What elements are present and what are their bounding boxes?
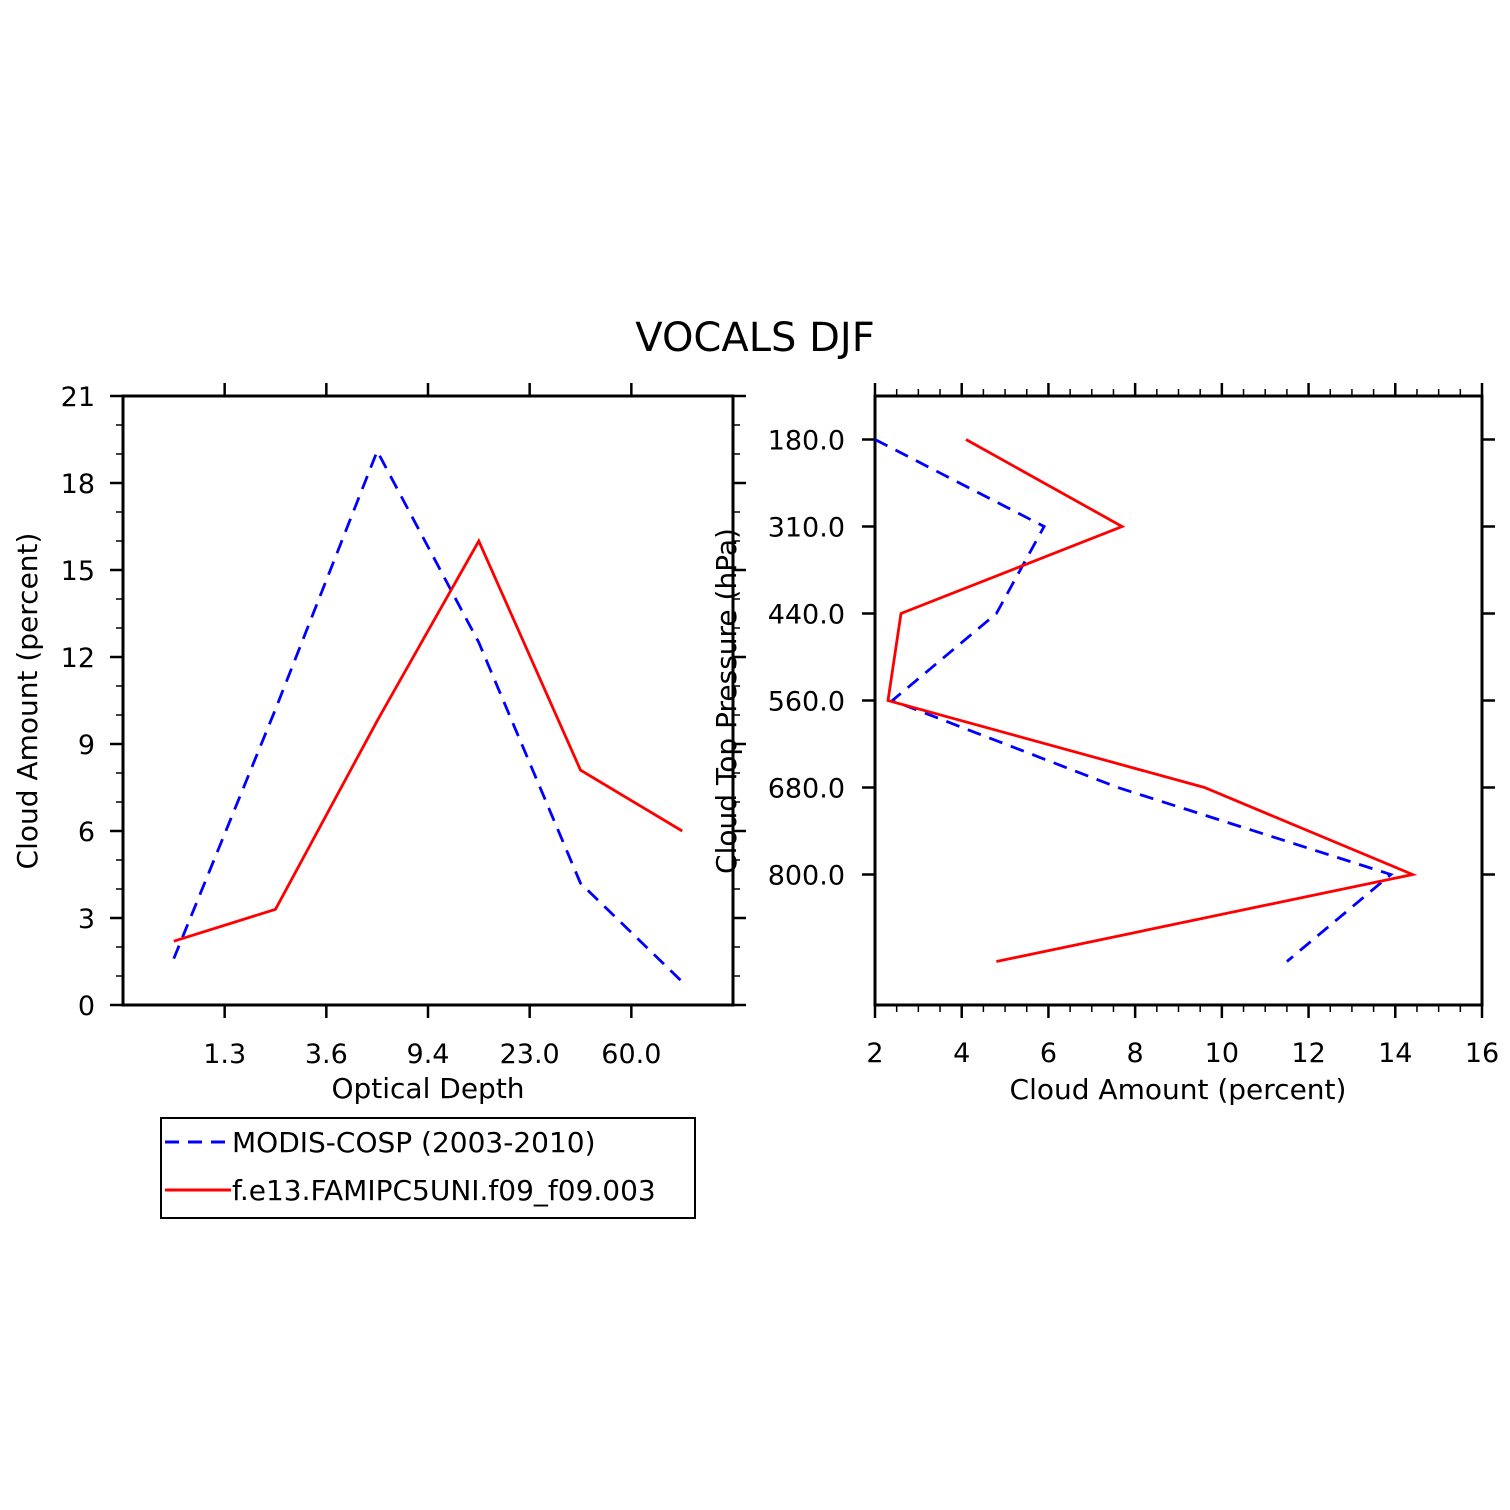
right-x-tick-label: 10 [1205,1038,1239,1069]
right-x-tick-label: 4 [953,1038,970,1069]
right-x-tick-label: 14 [1378,1038,1412,1069]
left-y-tick-label: 3 [78,904,95,935]
left-x-tick-label: 1.3 [203,1039,246,1070]
right-x-tick-label: 6 [1040,1038,1057,1069]
right-y-axis-title: Cloud Top Pressure (hPa) [710,528,743,874]
left-x-axis-title: Optical Depth [331,1072,524,1105]
right-y-tick-label: 680.0 [768,774,845,805]
left-y-tick-label: 15 [61,556,95,587]
right-x-tick-label: 8 [1127,1038,1144,1069]
right-y-tick-label: 800.0 [768,861,845,892]
right-y-tick-label: 440.0 [768,600,845,631]
left-series-model-line [173,537,683,943]
left-x-tick-label: 9.4 [407,1039,450,1070]
left-y-tick-label: 12 [61,643,95,674]
right-x-tick-label: 2 [866,1038,883,1069]
left-y-tick-label: 21 [61,382,95,413]
right-x-tick-label: 16 [1465,1038,1499,1069]
left-y-tick-label: 6 [78,817,95,848]
legend-label-model: f.e13.FAMIPC5UNI.f09_f09.003 [232,1174,656,1207]
right-x-axis-title: Cloud Amount (percent) [1010,1073,1347,1106]
right-series-modis-line [874,438,1394,963]
legend-box [160,1117,696,1219]
pressure-panel: 2 4 6 8 10 12 14 16 180.0 310.0 440.0 560.0 680.0 800… [710,383,1499,1106]
left-x-tick-label: 3.6 [305,1039,348,1070]
right-x-tick-label: 12 [1291,1038,1325,1069]
left-plot-frame [121,394,735,1007]
chart-title: VOCALS DJF [635,315,874,361]
left-series [172,447,684,983]
right-y-tick-label: 310.0 [768,513,845,544]
right-series [874,438,1418,963]
left-y-axis-title: Cloud Amount (percent) [11,533,44,870]
right-y-tick-label: 560.0 [768,687,845,718]
left-y-tick-label: 0 [78,991,95,1022]
left-y-tick-label: 18 [61,469,95,500]
right-axes: 2 4 6 8 10 12 14 16 180.0 310.0 440.0 560.0 680.0 800… [768,383,1499,1069]
legend-label-modis: MODIS-COSP (2003-2010) [232,1126,596,1159]
left-x-tick-label: 23.0 [500,1039,560,1070]
left-series-modis-line [172,447,684,983]
optical-depth-panel: 0 3 6 9 12 15 18 21 1.3 3.6 9.4 23.0 60.0 Optical De… [11,382,746,1105]
right-series-model-line [886,438,1418,963]
legend: MODIS-COSP (2003-2010) f.e13.FAMIPC5UNI.… [160,1117,696,1219]
left-axes: 0 3 6 9 12 15 18 21 1.3 3.6 9.4 23.0 60.0 [61,382,746,1070]
left-y-tick-label: 9 [78,730,95,761]
left-x-tick-label: 60.0 [601,1039,661,1070]
right-y-tick-label: 180.0 [768,426,845,457]
